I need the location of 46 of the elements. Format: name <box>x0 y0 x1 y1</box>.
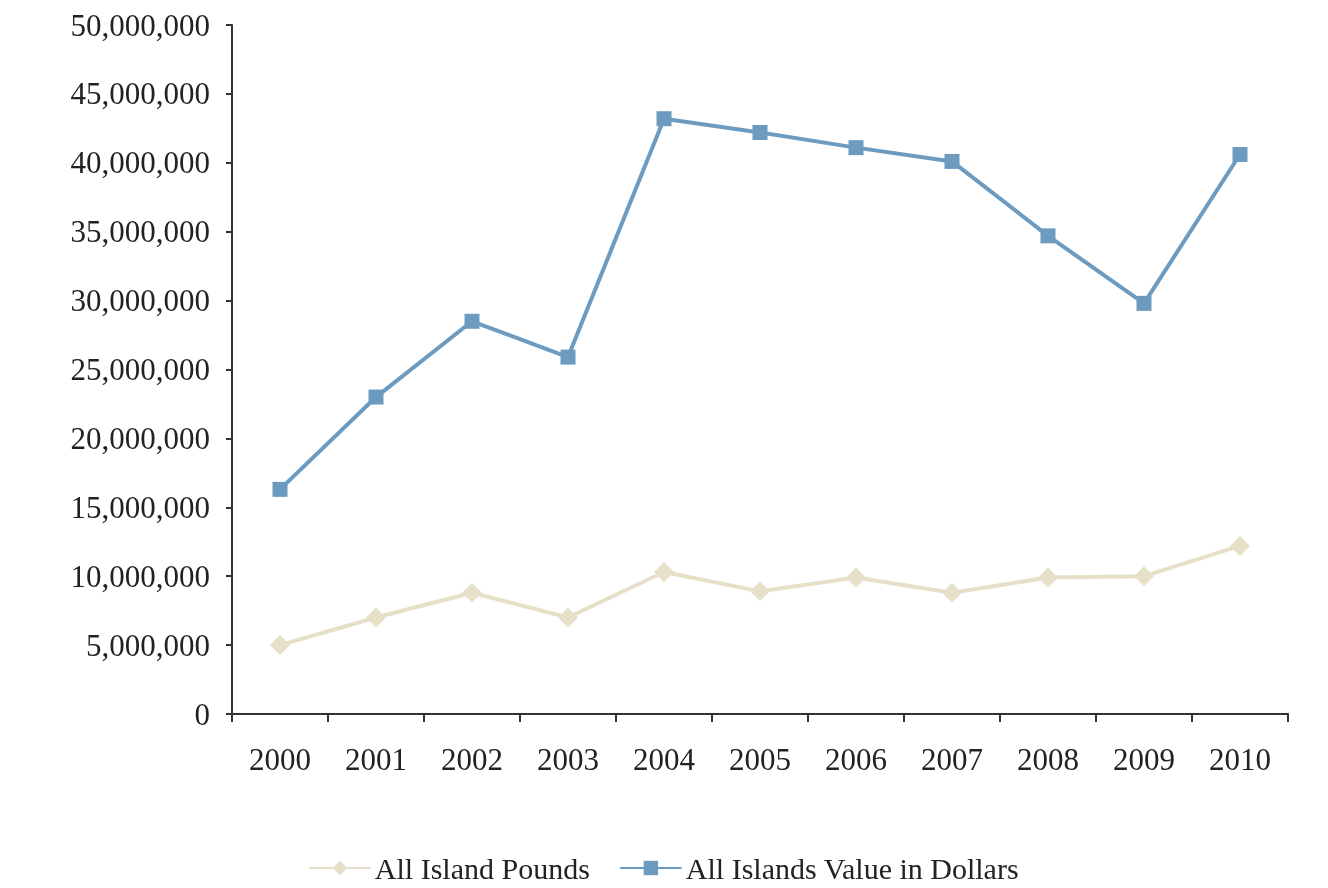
point <box>944 153 960 169</box>
y-tick-label: 50,000,000 <box>70 7 210 43</box>
x-tick-label: 2001 <box>345 742 407 777</box>
point <box>846 567 866 588</box>
point <box>368 389 384 405</box>
point <box>750 581 770 602</box>
x-tick-label: 2000 <box>249 742 311 777</box>
point <box>462 582 482 603</box>
x-tick-label: 2009 <box>1113 742 1175 777</box>
y-tick-label: 15,000,000 <box>70 489 210 525</box>
point <box>1038 567 1058 588</box>
y-tick-label: 10,000,000 <box>70 558 210 594</box>
legend-label: All Islands Value in Dollars <box>685 851 1019 885</box>
point <box>464 313 480 329</box>
y-tick-label: 5,000,000 <box>86 627 210 663</box>
point <box>270 635 290 656</box>
point <box>1230 535 1250 556</box>
point <box>656 111 672 127</box>
point <box>1232 147 1248 163</box>
point <box>848 140 864 156</box>
x-tick-label: 2005 <box>729 742 791 777</box>
legend-label: All Island Pounds <box>374 851 590 885</box>
x-tick-label: 2010 <box>1209 742 1271 777</box>
point <box>366 607 386 628</box>
y-tick-label: 0 <box>194 696 210 732</box>
x-tick-label: 2008 <box>1017 742 1079 777</box>
point <box>1134 566 1154 587</box>
y-tick-label: 45,000,000 <box>70 76 210 112</box>
point <box>272 481 288 497</box>
x-tick-label: 2002 <box>441 742 503 777</box>
y-tick-label: 35,000,000 <box>70 214 210 250</box>
x-tick-label: 2004 <box>633 742 696 777</box>
point <box>942 582 962 603</box>
x-tick-label: 2007 <box>921 742 983 777</box>
x-tick-label: 2006 <box>825 742 887 777</box>
point <box>1136 295 1152 311</box>
y-tick-label: 25,000,000 <box>70 352 210 387</box>
x-tick-label: 2003 <box>537 742 599 777</box>
y-tick-label: 40,000,000 <box>70 145 210 181</box>
point <box>654 562 674 583</box>
point <box>558 607 578 628</box>
point <box>560 349 576 365</box>
y-tick-label: 30,000,000 <box>70 283 210 319</box>
point <box>1040 228 1056 244</box>
y-tick-label: 20,000,000 <box>70 420 210 456</box>
point <box>752 124 768 140</box>
